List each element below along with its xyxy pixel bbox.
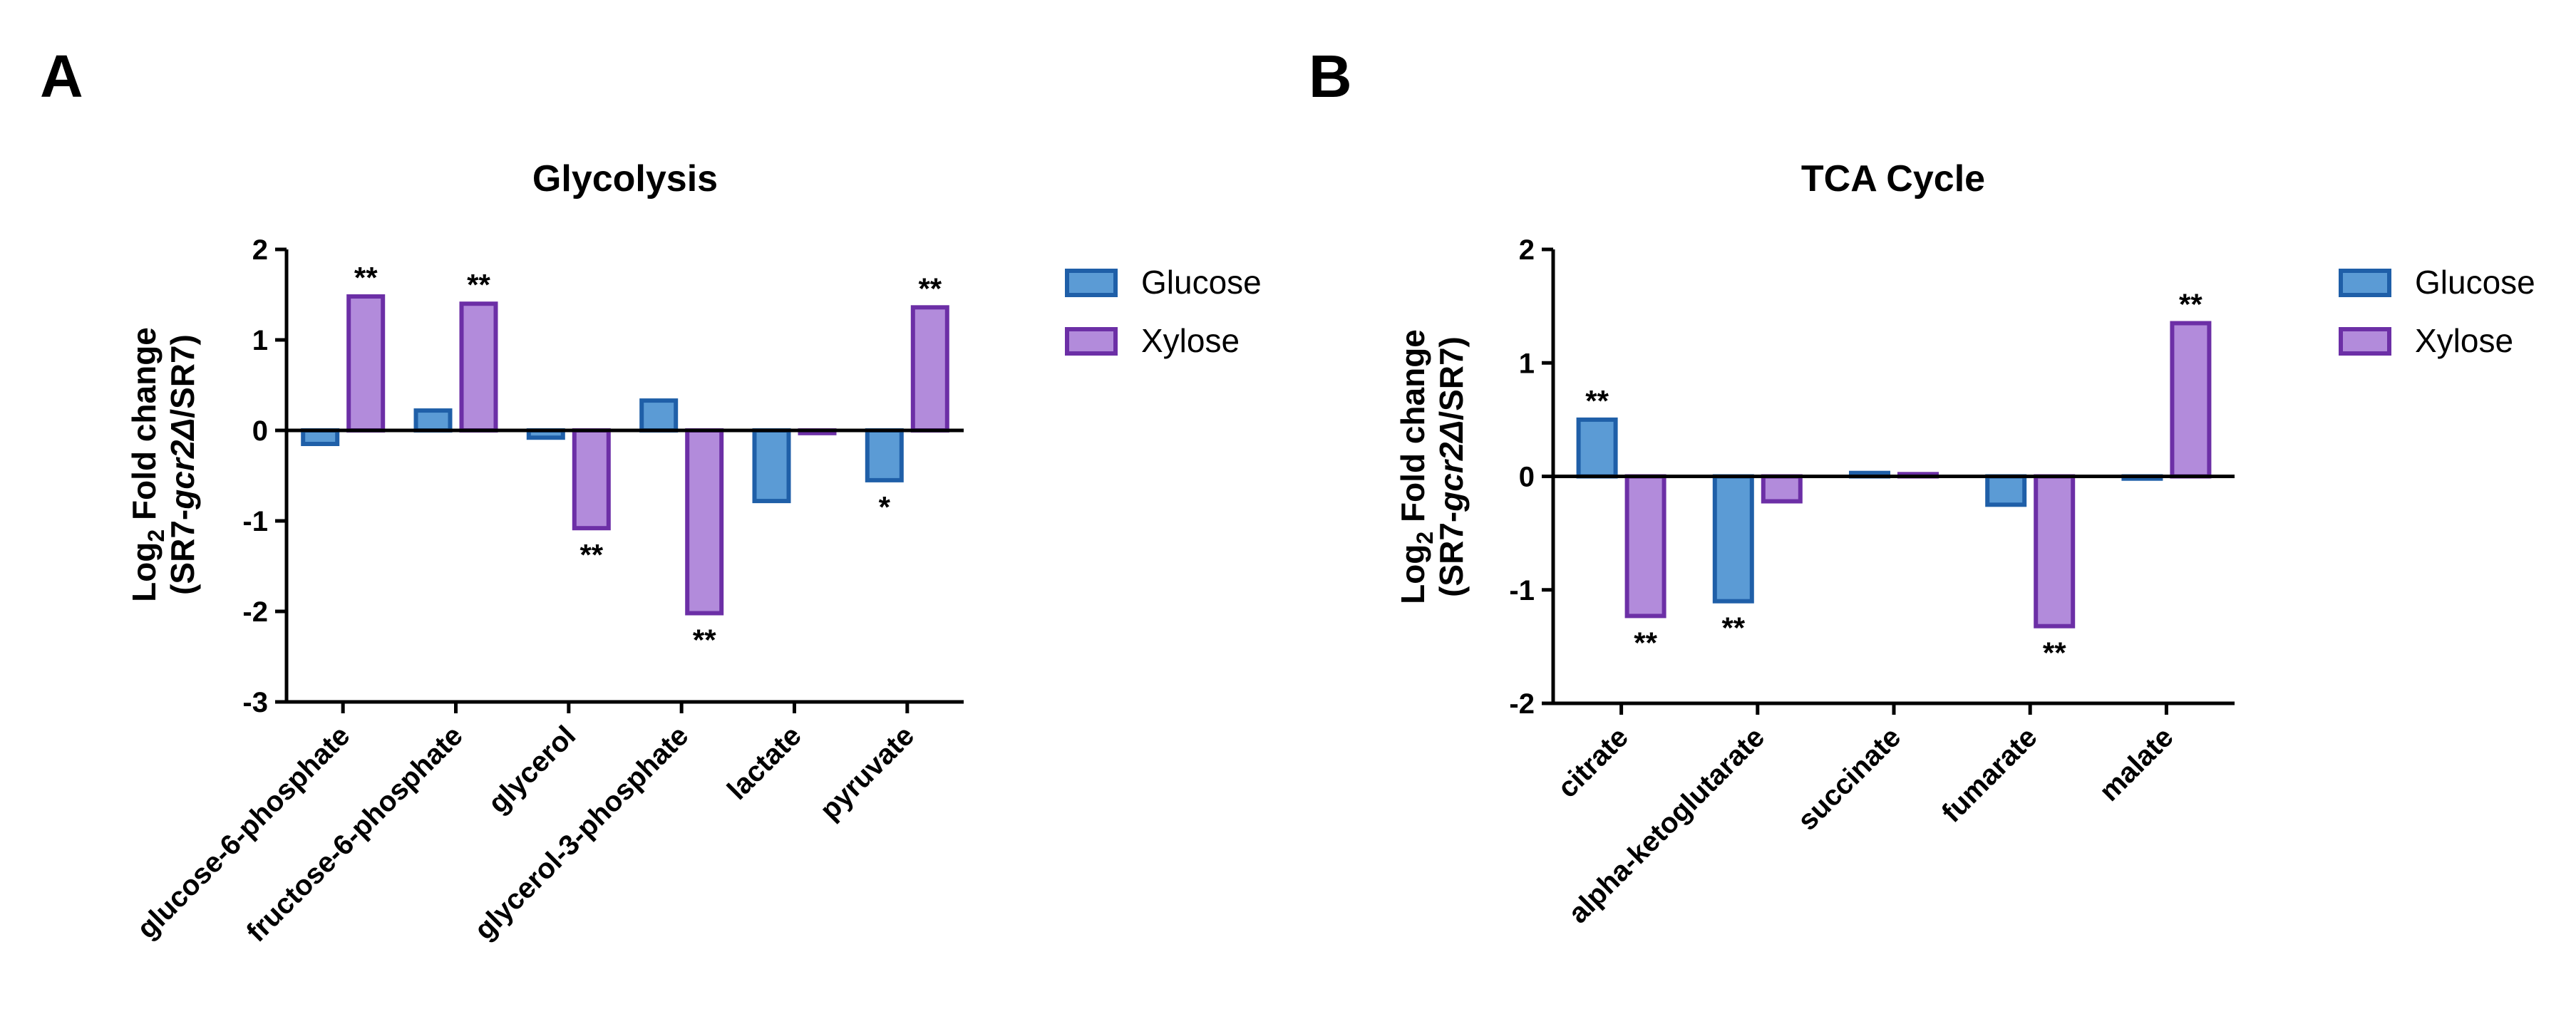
significance-xylose-citrate: ** <box>1634 626 1657 659</box>
y-tick-label-glycolysis-4: -2 <box>242 596 268 628</box>
panel-letter-a: A <box>40 43 83 110</box>
bar-xylose-glycerol-3-phosphate <box>685 428 724 616</box>
bar-xylose-fructose-6-phosphate <box>459 301 498 433</box>
y-tick-label-glycolysis-0: 2 <box>252 234 268 266</box>
y-tick-label-glycolysis-5: -3 <box>242 687 268 718</box>
legend-swatch-glucose <box>1065 269 1118 297</box>
bar-xylose-alpha-ketoglutarate <box>1761 474 1803 504</box>
bar-xylose-pyruvate <box>910 305 949 433</box>
y-tick-label-glycolysis-2: 0 <box>252 415 268 447</box>
y-axis-label-line1-glycolysis: Log2 Fold change <box>125 327 169 602</box>
bar-glucose-pyruvate <box>865 428 904 482</box>
y-tick-label-tca-cycle-0: 2 <box>1519 234 1535 266</box>
bar-xylose-fumarate <box>2034 474 2076 629</box>
significance-xylose-glycerol: ** <box>579 538 603 572</box>
legend-swatch-xylose <box>2339 327 2391 356</box>
bar-glucose-fructose-6-phosphate <box>413 408 453 433</box>
y-tick-label-tca-cycle-4: -2 <box>1509 688 1535 720</box>
legend-swatch-xylose <box>1065 327 1118 356</box>
significance-xylose-pyruvate: ** <box>918 271 942 305</box>
chart-title-tca-cycle: TCA Cycle <box>1801 158 1985 200</box>
y-tick-label-glycolysis-1: 1 <box>252 325 268 356</box>
bar-xylose-malate <box>2170 321 2212 479</box>
y-tick-label-tca-cycle-3: -1 <box>1509 575 1535 606</box>
y-axis-label-line1-tca-cycle: Log2 Fold change <box>1394 329 1438 604</box>
chart-title-glycolysis: Glycolysis <box>532 158 718 200</box>
legend-tca-cycle: Glucose Xylose <box>2339 264 2535 359</box>
y-tick-label-tca-cycle-1: 1 <box>1519 348 1535 379</box>
bar-xylose-glucose-6-phosphate <box>346 294 386 433</box>
significance-glucose-citrate: ** <box>1585 384 1609 418</box>
bar-glucose-lactate <box>752 428 791 504</box>
significance-xylose-fumarate: ** <box>2043 636 2066 670</box>
bar-xylose-glycerol <box>572 428 611 531</box>
legend-label-xylose: Xylose <box>1141 322 1240 359</box>
significance-glucose-pyruvate: * <box>879 490 891 524</box>
significance-xylose-glucose-6-phosphate: ** <box>354 261 378 294</box>
y-tick-label-glycolysis-3: -1 <box>242 506 268 537</box>
legend-label-xylose: Xylose <box>2415 322 2513 359</box>
bar-glucose-fumarate <box>1985 474 2027 507</box>
significance-xylose-fructose-6-phosphate: ** <box>467 268 490 301</box>
legend-glycolysis: Glucose Xylose <box>1065 264 1262 359</box>
bar-glucose-glucose-6-phosphate <box>301 428 340 446</box>
bar-xylose-citrate <box>1624 474 1666 619</box>
legend-label-glucose: Glucose <box>2415 264 2535 301</box>
y-axis-label-line2-glycolysis: (SR7-gcr2Δ/SR7) <box>164 334 201 595</box>
y-tick-label-tca-cycle-2: 0 <box>1519 462 1535 493</box>
significance-xylose-malate: ** <box>2179 288 2203 321</box>
bar-glucose-alpha-ketoglutarate <box>1712 474 1754 604</box>
significance-xylose-glycerol-3-phosphate: ** <box>693 624 716 657</box>
bar-glucose-citrate <box>1576 417 1618 479</box>
legend-label-glucose: Glucose <box>1141 264 1262 301</box>
panel-letter-b: B <box>1309 43 1352 110</box>
significance-glucose-alpha-ketoglutarate: ** <box>1721 611 1745 645</box>
legend-swatch-glucose <box>2339 269 2391 297</box>
y-axis-label-line2-tca-cycle: (SR7-gcr2Δ/SR7) <box>1433 336 1470 597</box>
bar-glucose-glycerol-3-phosphate <box>639 398 679 433</box>
